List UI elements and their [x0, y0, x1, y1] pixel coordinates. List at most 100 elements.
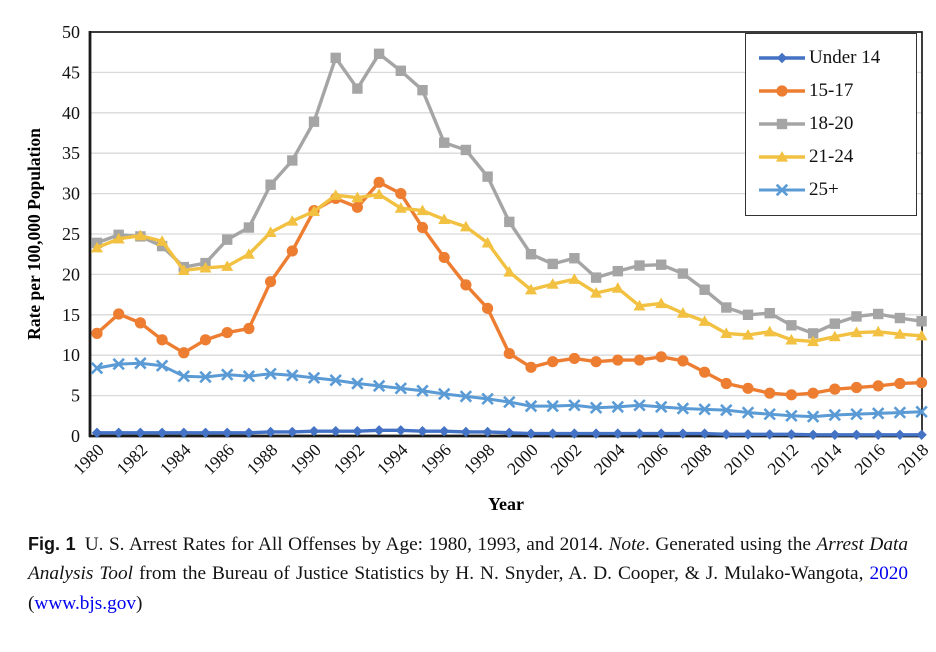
marker-triangle — [329, 189, 342, 200]
marker-square — [916, 316, 927, 327]
chart-legend: Under 14 15-17 18-20 21-24 25+ — [745, 33, 917, 216]
marker-triangle — [828, 330, 841, 342]
marker-diamond — [677, 428, 689, 439]
x-tick-label: 1982 — [112, 440, 151, 479]
y-tick-label: 45 — [62, 62, 80, 82]
marker-x — [416, 384, 429, 397]
x-tick-label: 2000 — [503, 440, 542, 479]
marker-x — [177, 369, 191, 383]
marker-square — [395, 65, 406, 76]
marker-triangle — [199, 261, 212, 273]
marker-triangle — [872, 325, 885, 337]
marker-triangle — [351, 191, 364, 203]
marker-circle — [547, 356, 559, 368]
x-tick-label: 2002 — [546, 440, 585, 479]
x-tick-label: 2010 — [720, 440, 759, 479]
marker-diamond — [265, 426, 276, 438]
marker-x — [568, 399, 581, 412]
caption-text-3: from the Bureau of Justice Statistics by… — [132, 563, 870, 585]
marker-x — [915, 405, 928, 418]
marker-x — [741, 406, 755, 419]
arrest-rates-chart: 0 5 10 15 20 25 30 35 40 45 50 1980 1982 1984 1986 1988… — [24, 22, 933, 514]
marker-x — [90, 361, 104, 375]
marker-square — [829, 318, 840, 329]
marker-square — [439, 137, 450, 148]
marker-x — [871, 407, 885, 420]
marker-triangle — [264, 226, 277, 237]
marker-circle — [395, 188, 407, 200]
marker-triangle — [590, 286, 603, 298]
marker-triangle — [459, 220, 472, 232]
marker-triangle — [633, 299, 646, 311]
marker-circle — [894, 377, 906, 390]
marker-circle — [807, 387, 819, 399]
marker-triangle — [676, 307, 689, 318]
legend-item-21-24: 21-24 — [758, 140, 906, 173]
marker-circle — [243, 322, 255, 335]
series-line — [95, 361, 924, 419]
marker-diamond — [894, 429, 906, 440]
marker-triangle — [807, 335, 820, 347]
marker-x — [264, 367, 277, 381]
marker-triangle — [112, 232, 125, 244]
y-tick-label: 20 — [62, 264, 80, 284]
marker-square — [525, 249, 537, 260]
marker-circle — [525, 361, 537, 373]
marker-triangle — [611, 282, 624, 293]
marker-square — [764, 307, 775, 319]
legend-label: 21-24 — [809, 145, 854, 167]
marker-square — [786, 320, 797, 331]
marker-circle — [460, 279, 472, 291]
x-tick-label: 2016 — [850, 440, 889, 479]
marker-x — [589, 401, 603, 414]
marker-square — [590, 272, 602, 283]
series-18-20 — [91, 48, 927, 339]
marker-diamond — [807, 429, 819, 440]
marker-diamond — [699, 428, 710, 439]
marker-x — [351, 377, 364, 390]
legend-swatch-circle-icon — [759, 84, 805, 97]
marker-circle — [416, 221, 429, 234]
marker-x — [437, 387, 451, 401]
marker-triangle — [221, 260, 234, 271]
marker-diamond — [764, 429, 775, 440]
caption-year-link[interactable]: 2020 — [869, 563, 908, 585]
x-tick-label: 1990 — [286, 440, 325, 479]
x-tick-label: 1998 — [460, 440, 499, 479]
series-under-14 — [91, 425, 927, 440]
marker-square — [807, 328, 819, 339]
legend-swatch-diamond-icon — [759, 52, 805, 63]
caption-fig-label: Fig. 1 — [28, 534, 76, 554]
marker-triangle — [655, 297, 668, 309]
figure-caption: Fig. 1 U. S. Arrest Rates for All Offense… — [28, 530, 908, 618]
marker-square — [656, 259, 667, 270]
marker-diamond — [352, 425, 363, 437]
marker-diamond — [460, 426, 472, 438]
marker-diamond — [243, 427, 255, 438]
x-tick-label: 2006 — [633, 440, 672, 479]
y-tick-label: 15 — [62, 305, 80, 325]
marker-circle — [221, 326, 233, 339]
y-tick-label: 50 — [62, 22, 80, 42]
marker-triangle — [742, 329, 754, 340]
marker-square — [482, 171, 493, 182]
y-tick-label: 40 — [62, 103, 80, 123]
y-tick-label: 5 — [71, 386, 80, 406]
marker-x — [372, 379, 386, 393]
marker-square — [569, 253, 580, 264]
marker-triangle — [568, 273, 581, 284]
marker-circle — [286, 245, 298, 257]
x-tick-label: 2014 — [807, 440, 846, 479]
marker-square — [894, 312, 906, 324]
caption-site-link[interactable]: www.bjs.gov — [34, 592, 137, 614]
legend-label: Under 14 — [809, 46, 881, 68]
marker-diamond — [742, 429, 754, 440]
marker-square — [851, 311, 862, 322]
marker-x — [806, 410, 820, 423]
marker-triangle — [546, 278, 559, 289]
marker-triangle — [525, 283, 537, 295]
y-axis-title: Rate per 100,000 Population — [24, 128, 44, 340]
marker-x — [720, 403, 733, 417]
